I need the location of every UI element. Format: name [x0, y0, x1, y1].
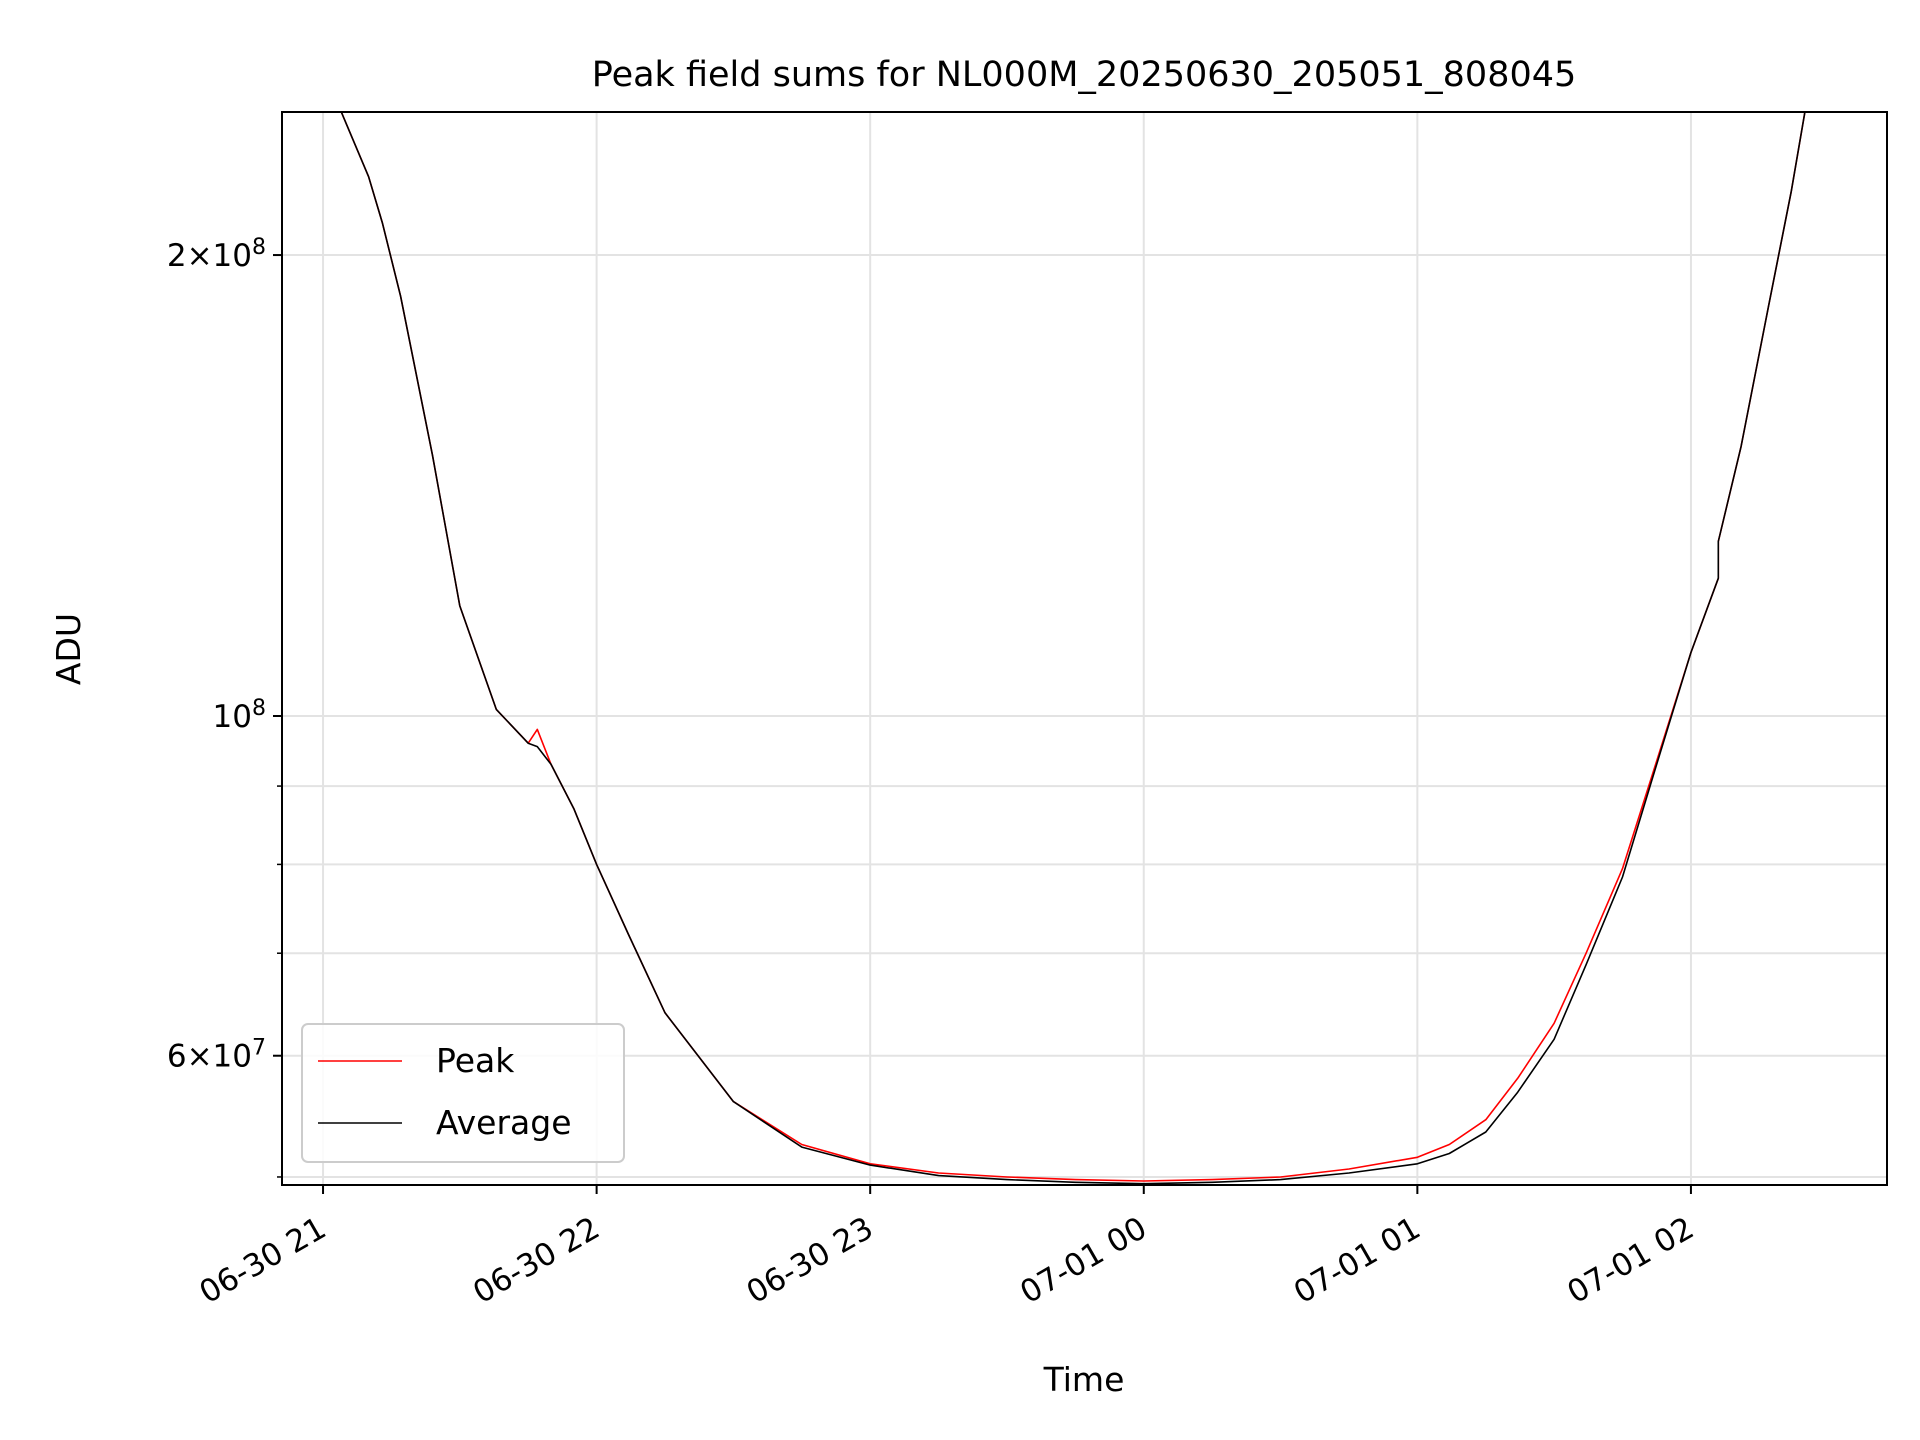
y-axis-label: ADU: [49, 613, 88, 685]
legend: Peak Average: [301, 1023, 625, 1163]
y-tick-label: 108: [213, 696, 266, 736]
y-axis: 6×107 108 2×108: [167, 235, 282, 1178]
x-tick-label: 06-30 23: [741, 1210, 880, 1311]
series-line-average: [282, 112, 1887, 1185]
x-tick-label: 06-30 22: [467, 1210, 606, 1311]
legend-label-average: Average: [436, 1103, 572, 1142]
y-tick-label: 2×108: [167, 235, 266, 275]
x-tick-label: 06-30 21: [194, 1210, 333, 1311]
x-tick-label: 07-01 00: [1014, 1210, 1153, 1311]
x-tick-label: 07-01 01: [1288, 1210, 1427, 1311]
plot-area: [282, 112, 1887, 1185]
y-tick-label: 6×107: [167, 1035, 266, 1075]
chart-title: Peak field sums for NL000M_20250630_2050…: [592, 55, 1577, 95]
series-line-peak: [282, 112, 1887, 1182]
legend-box: [301, 1023, 625, 1163]
x-axis: 06-30 21 06-30 22 06-30 23 07-01 00 07-01 01…: [194, 1185, 1700, 1311]
grid: [282, 112, 1887, 1185]
x-axis-label: Time: [1043, 1360, 1125, 1399]
plot-frame: [281, 111, 1888, 1186]
legend-label-peak: Peak: [436, 1041, 515, 1080]
x-tick-label: 07-01 02: [1561, 1210, 1700, 1311]
